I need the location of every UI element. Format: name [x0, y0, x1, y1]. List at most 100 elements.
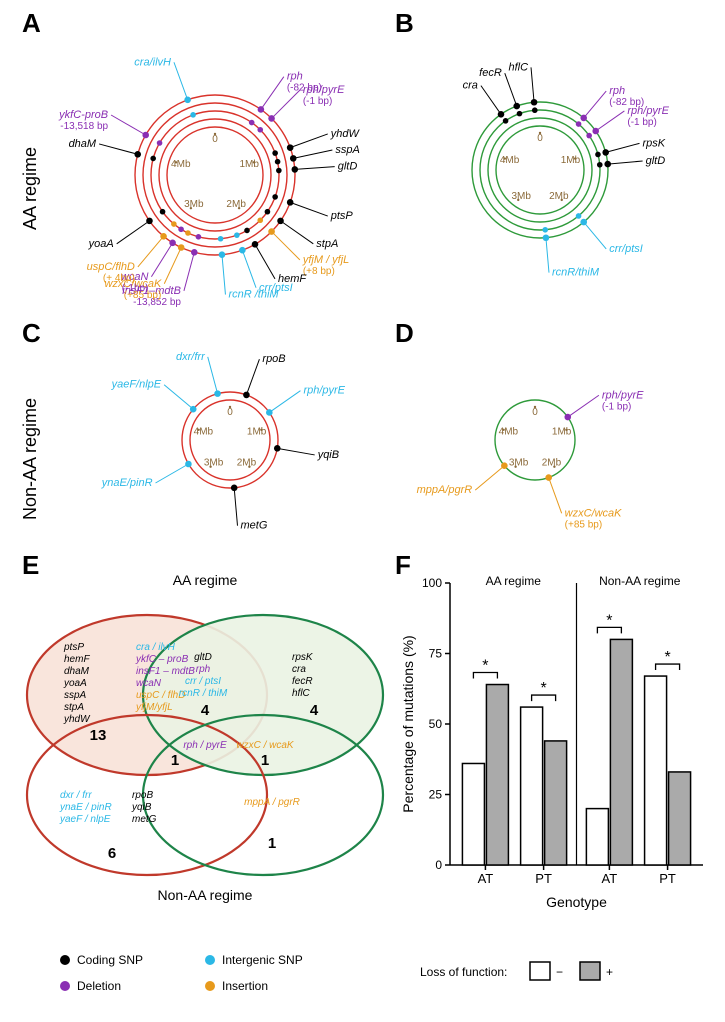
- mutation-dot: [265, 209, 271, 215]
- mb-tick-label: 1Mb: [561, 155, 581, 166]
- leader-line: [208, 357, 218, 394]
- venn-gene: wzxC / wcaK: [236, 740, 295, 751]
- leader-line: [546, 238, 549, 273]
- venn-gene: yfjM/yfjL: [135, 702, 173, 713]
- mutation-dot: [215, 391, 221, 397]
- y-tick-label: 75: [429, 647, 443, 661]
- mb-tick-label: 1Mb: [552, 426, 572, 437]
- bar-minus: [462, 763, 484, 865]
- leader-line: [272, 90, 300, 118]
- gene-label: ykfC-proB: [58, 109, 108, 121]
- gene-label: rpsK: [642, 137, 665, 149]
- leader-line: [584, 91, 606, 118]
- mutation-dot: [597, 162, 603, 168]
- panel-E-venn: AA regime ptsPhemFdhaMyoaAsspAstpAyhdWcr…: [22, 560, 387, 940]
- gene-label: rph: [609, 85, 625, 97]
- genome-ring: [143, 103, 287, 247]
- gene-label: cra: [463, 80, 478, 92]
- row-label-nonaa: Non-AA regime: [20, 398, 41, 520]
- gene-label: rph/pyrE: [303, 84, 345, 96]
- gene-label: yoaA: [88, 238, 114, 250]
- mutation-dot: [545, 474, 552, 481]
- mb-tick-label: 0: [532, 407, 538, 418]
- bar-minus: [645, 676, 667, 865]
- panelA-rings: 01Mb2Mb3Mb4MbykfC-proB-13,518 bpcra/ilvH…: [58, 56, 360, 308]
- venn-gene: mppA / pgrR: [244, 797, 300, 808]
- gene-label: stpA: [316, 238, 338, 250]
- lof-box-plus-icon: [580, 962, 600, 980]
- mutation-dot: [244, 228, 250, 234]
- mutation-dot: [498, 111, 505, 118]
- mutation-dot: [275, 159, 281, 165]
- gene-label: dhaM: [69, 138, 97, 150]
- venn-gene: ptsP: [63, 642, 84, 653]
- panel-F-bar: 0255075100Percentage of mutations (%)AA …: [395, 565, 715, 935]
- venn-gene: ykfC – proB: [135, 654, 189, 665]
- mb-tick-label: 3Mb: [204, 458, 224, 469]
- panel-C: 01Mb2Mb3Mb4Mbdxr/frryaeF/nlpErpoBrph/pyr…: [60, 330, 380, 550]
- legend-intergenic-text: Intergenic SNP: [222, 953, 303, 967]
- gene-sublabel: -13,518 bp: [60, 121, 108, 132]
- leader-line: [608, 161, 643, 164]
- leader-line: [99, 144, 138, 154]
- mb-tick-label: 1Mb: [247, 426, 267, 437]
- gene-sublabel: (+ 4bp): [103, 273, 135, 284]
- venn-count: 6: [108, 845, 116, 862]
- venn-count: 4: [201, 702, 210, 719]
- mb-tick-label: 2Mb: [237, 458, 257, 469]
- panel-A: 01Mb2Mb3Mb4MbykfC-proB-13,518 bpcra/ilvH…: [35, 15, 395, 315]
- panelB-rings: 01Mb2Mb3Mb4MbcrafecRhflCrph(-82 bp)rph/p…: [463, 61, 670, 278]
- mb-tick-label: 4Mb: [194, 426, 214, 437]
- mb-tick-label: 0: [537, 133, 543, 144]
- venn-gene: hflC: [292, 688, 311, 699]
- gene-label: ynaE/pinR: [101, 477, 153, 489]
- legend-insertion-text: Insertion: [222, 979, 268, 993]
- venn-count: 4: [310, 702, 319, 719]
- mb-tick-label: 2Mb: [549, 191, 569, 202]
- x-tick-label: PT: [659, 871, 676, 886]
- legend-deletion-text: Deletion: [77, 979, 121, 993]
- mutation-dot: [276, 168, 282, 174]
- venn-body: ptsPhemFdhaMyoaAsspAstpAyhdWcra / ilvHyk…: [27, 615, 383, 875]
- leader-line: [475, 466, 504, 490]
- venn-gene: dhaM: [64, 666, 90, 677]
- gene-label: yfjM / yfjL: [302, 254, 349, 266]
- leader-line: [242, 250, 256, 288]
- mutation-dot: [517, 111, 523, 117]
- x-tick-label: PT: [535, 871, 552, 886]
- venn-count: 1: [171, 752, 179, 769]
- legend-coding-text: Coding SNP: [77, 953, 143, 967]
- gene-label: mppA/pgrR: [417, 484, 473, 496]
- venn-gene: rph / pyrE: [183, 740, 227, 751]
- mutation-dot: [190, 112, 196, 118]
- sig-star: *: [606, 612, 612, 629]
- bar-plus: [669, 772, 691, 865]
- bar-plus: [610, 639, 632, 865]
- mutation-dot: [191, 249, 198, 256]
- venn-gene: yaeF / nlpE: [59, 814, 111, 825]
- gene-label: sspA: [335, 144, 359, 156]
- gene-label: cra/ilvH: [134, 56, 171, 68]
- mb-tick-label: 2Mb: [542, 458, 562, 469]
- venn-gene: hemF: [64, 654, 90, 665]
- mutation-dot: [252, 241, 259, 248]
- lof-box-minus-icon: [530, 962, 550, 980]
- mutation-dot: [249, 120, 255, 126]
- leader-line: [481, 86, 501, 115]
- y-tick-label: 25: [429, 788, 443, 802]
- panelC-rings: 01Mb2Mb3Mb4Mbdxr/frryaeF/nlpErpoBrph/pyr…: [101, 351, 346, 532]
- genome-ring: [480, 110, 600, 230]
- venn-gene: metG: [132, 814, 157, 825]
- venn-gene: ynaE / pinR: [59, 802, 112, 813]
- leader-line: [295, 167, 335, 170]
- gene-label: crr/ptsI: [609, 243, 643, 255]
- mutation-dot: [171, 221, 177, 227]
- mutation-dot: [277, 218, 284, 225]
- y-tick-label: 0: [435, 858, 442, 872]
- mutation-dot: [542, 227, 548, 233]
- leader-line: [234, 488, 237, 526]
- facet-label: AA regime: [486, 574, 542, 588]
- venn-gene: yhdW: [63, 714, 91, 725]
- gene-sublabel: (-1 bp): [303, 96, 332, 107]
- facet-label: Non-AA regime: [599, 574, 681, 588]
